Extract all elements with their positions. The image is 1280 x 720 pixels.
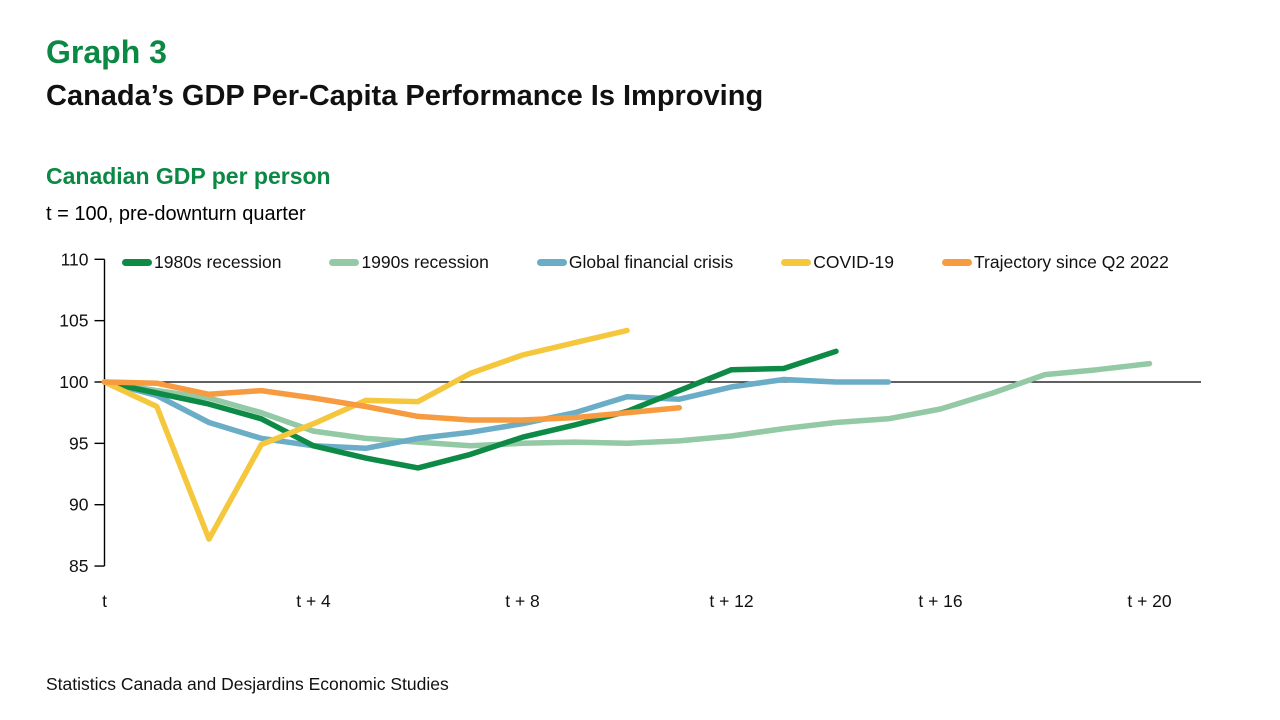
y-axis-tick-label: 90 <box>69 495 89 515</box>
legend-item-global-financial-crisis: Global financial crisis <box>536 252 734 273</box>
legend-label: Trajectory since Q2 2022 <box>974 252 1169 272</box>
gdp-line-chart: 110 105 100 95 90 85 t t + 4 t + 8 t + 12 t + 16 t … <box>0 230 1280 620</box>
y-axis-tick-label: 95 <box>69 433 88 453</box>
x-axis-tick-label: t + 8 <box>505 591 540 611</box>
legend-label: 1980s recession <box>154 252 282 272</box>
series-line-1990s-recession <box>101 360 1153 449</box>
series-line-1980s-recession <box>101 348 839 471</box>
y-axis-tick-label: 85 <box>69 556 88 576</box>
legend-label: 1990s recession <box>361 252 489 272</box>
x-axis-tick-label: t + 20 <box>1127 591 1172 611</box>
y-axis-tick-label: 100 <box>59 372 88 392</box>
legend-label: Global financial crisis <box>568 252 734 272</box>
source-note: Statistics Canada and Desjardins Economi… <box>46 674 449 694</box>
y-axis-tick-label: 105 <box>59 311 88 331</box>
x-axis-tick-label: t + 16 <box>918 591 962 611</box>
legend-label: COVID-19 <box>813 252 894 272</box>
chart-title: Canada’s GDP Per-Capita Performance Is I… <box>46 80 764 112</box>
legend-line-swatch-gfc <box>536 259 567 266</box>
legend-line-swatch-trajectory <box>942 259 972 266</box>
legend-line-swatch-1990s <box>329 259 360 266</box>
legend-item-1990s-recession: 1990s recession <box>329 252 489 273</box>
y-axis-tick-label: 110 <box>61 249 89 269</box>
legend: 1980s recession 1990s recession Global f… <box>122 252 1240 273</box>
chart-svg: 110 105 100 95 90 85 t t + 4 t + 8 t + 12 t + 16 t … <box>59 249 1201 611</box>
legend-item-1980s-recession: 1980s recession <box>122 252 281 273</box>
series-line-trajectory-since-q2-2022 <box>101 379 683 423</box>
series-line-covid-19 <box>101 327 630 542</box>
legend-line-swatch-1980s <box>122 259 152 266</box>
axis-note: t = 100, pre-downturn quarter <box>46 203 306 225</box>
x-axis-tick-label: t + 4 <box>296 591 331 611</box>
graph-label: Graph 3 <box>46 34 167 70</box>
legend-item-trajectory-q2-2022: Trajectory since Q2 2022 <box>942 252 1169 273</box>
x-axis-tick-label: t <box>102 591 107 611</box>
legend-line-swatch-covid <box>781 259 812 266</box>
series-line-global-financial-crisis <box>101 376 892 452</box>
legend-item-covid-19: COVID-19 <box>781 252 894 273</box>
chart-heading: Canadian GDP per person <box>46 163 331 189</box>
x-axis-tick-label: t + 12 <box>709 591 753 611</box>
